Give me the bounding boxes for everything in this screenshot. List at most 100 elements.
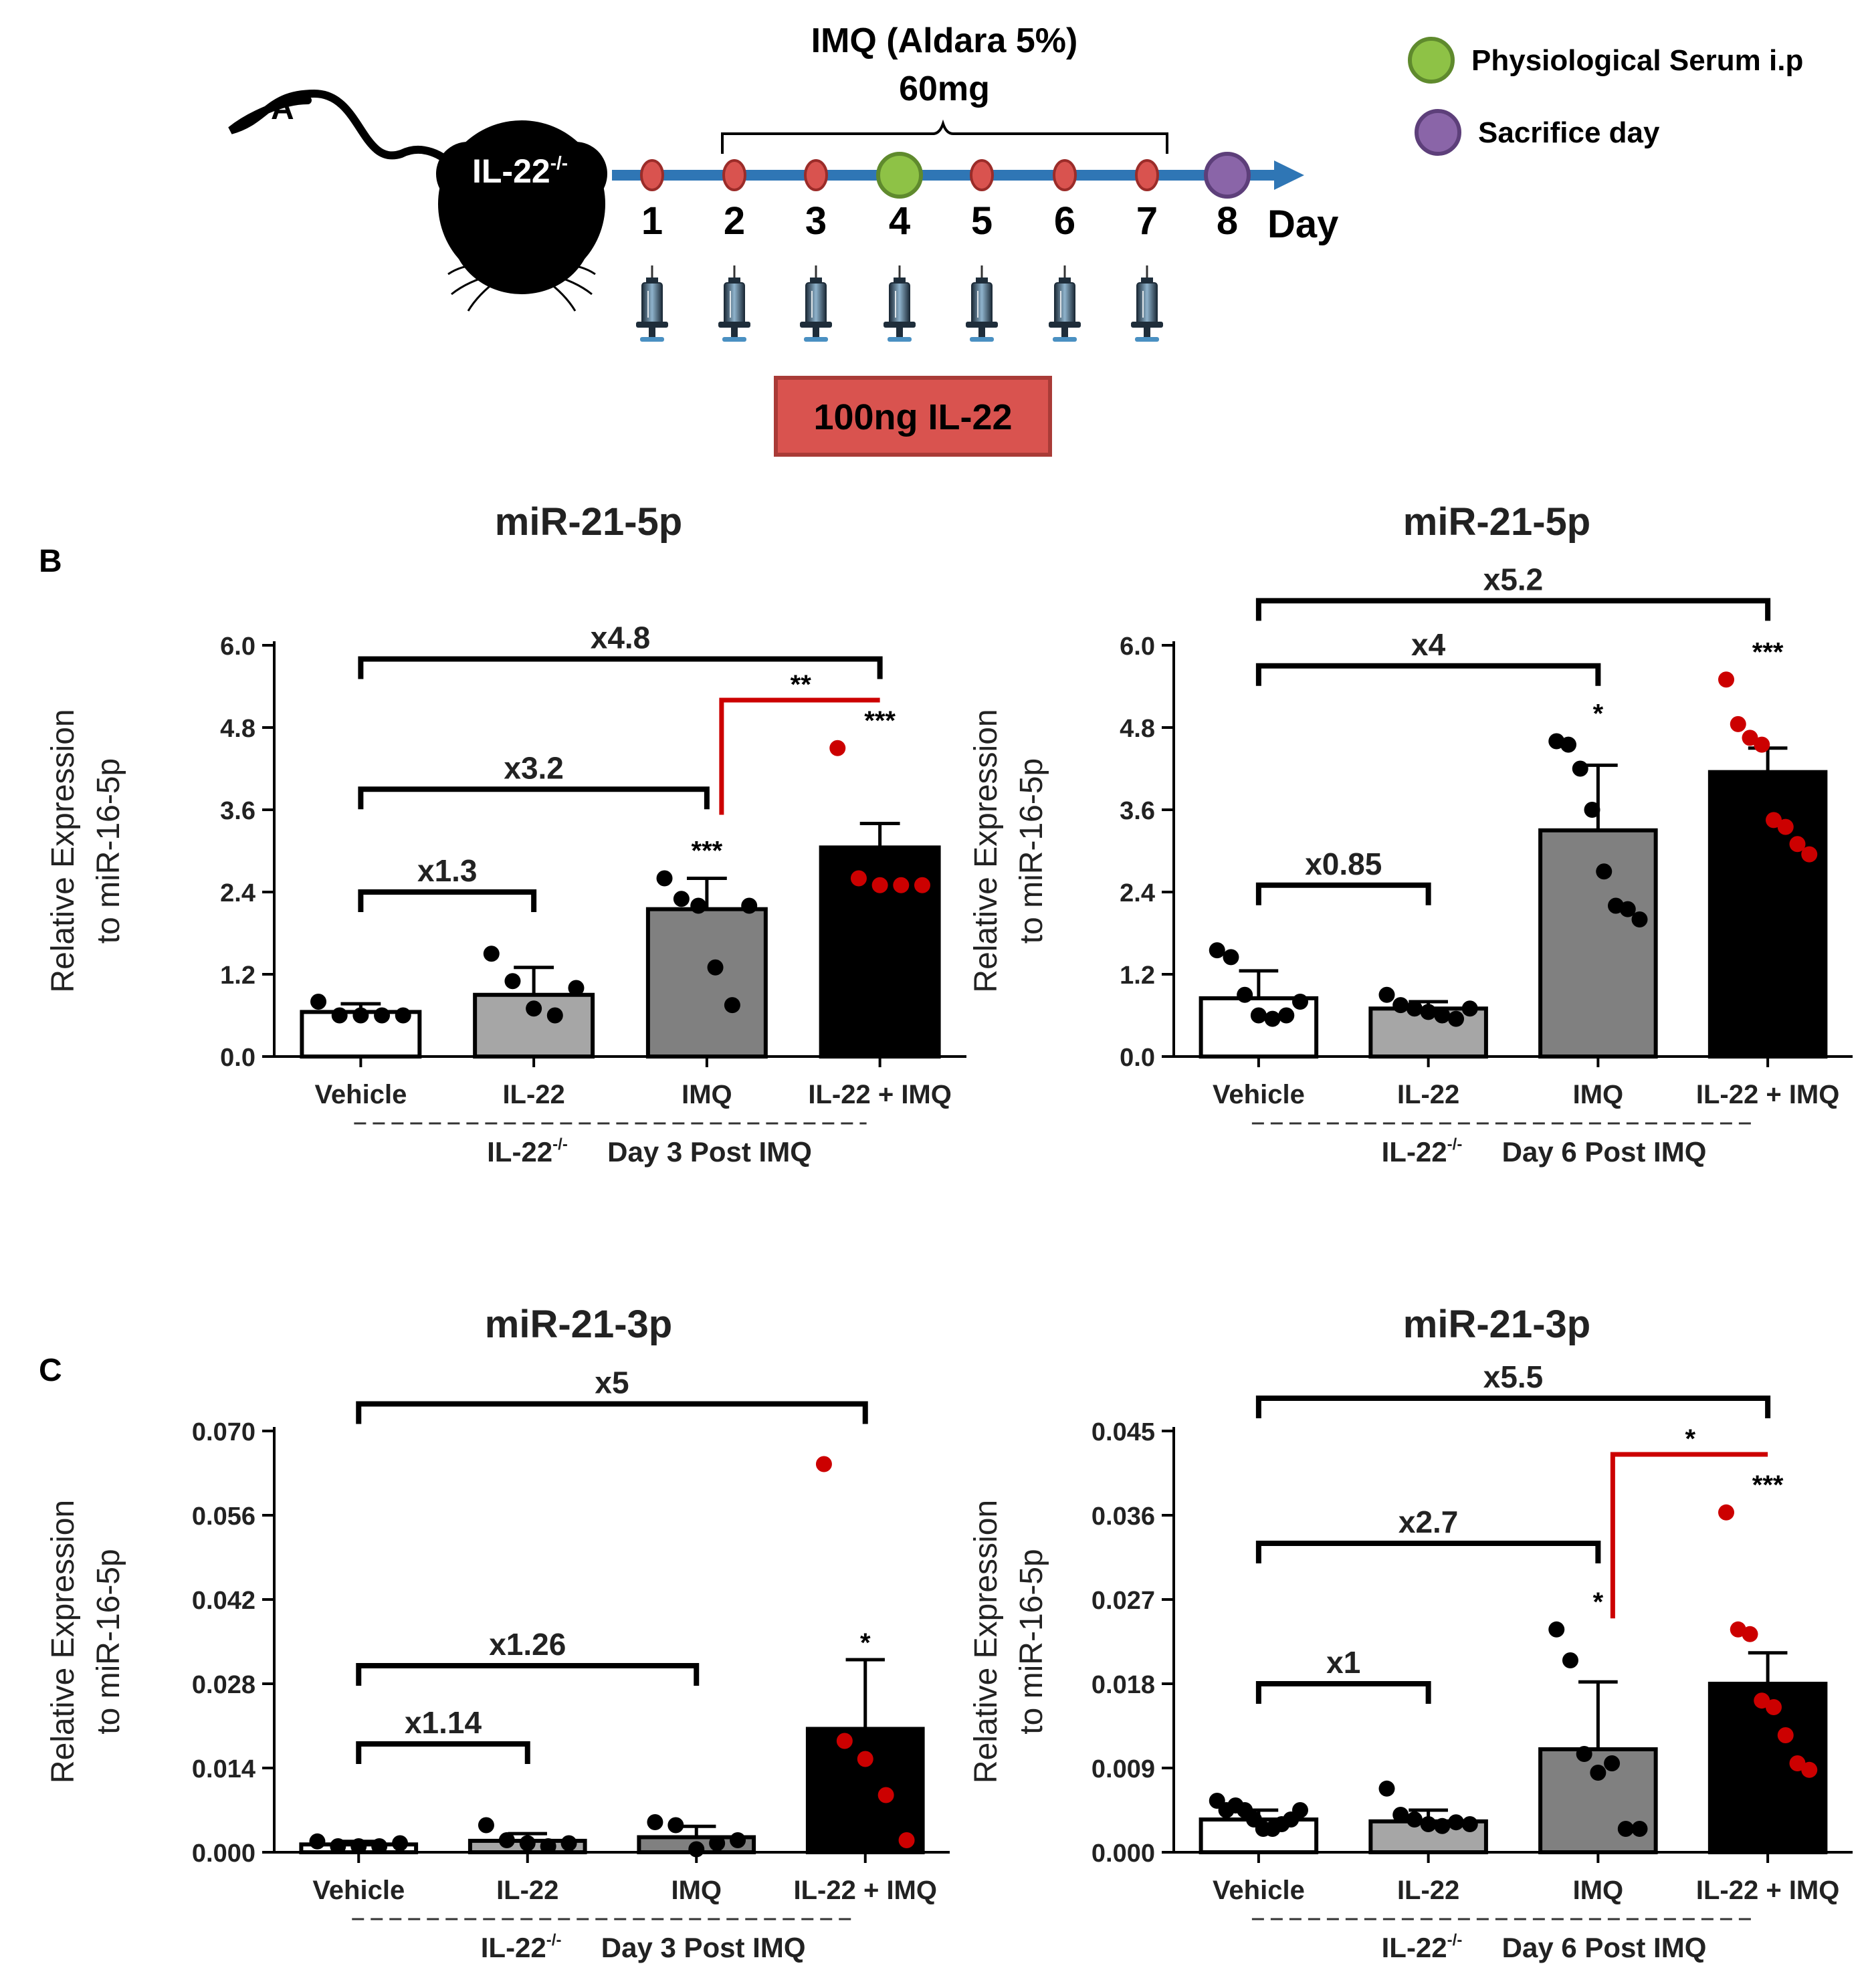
data-point bbox=[1278, 1007, 1295, 1024]
y-tick-label: 3.6 bbox=[220, 797, 255, 825]
data-point bbox=[690, 897, 707, 914]
data-point bbox=[1448, 1814, 1465, 1831]
data-point bbox=[724, 997, 740, 1014]
data-point bbox=[1291, 994, 1308, 1010]
syringes bbox=[635, 264, 1164, 343]
comparison-bracket bbox=[1255, 1681, 1431, 1704]
chart-title: miR-21-3p bbox=[1403, 1303, 1590, 1346]
data-point bbox=[1223, 949, 1239, 966]
bar-il-22-imq bbox=[805, 1727, 925, 1854]
mouse-icon: IL-22-/- bbox=[228, 89, 607, 312]
significance-stars: * bbox=[1593, 699, 1604, 729]
x-tick-label: IL-22 + IMQ bbox=[808, 1080, 952, 1109]
data-point bbox=[1631, 1821, 1648, 1837]
data-point bbox=[1718, 1504, 1735, 1521]
significance-stars: *** bbox=[692, 837, 723, 866]
data-point bbox=[741, 897, 758, 914]
x-tick-label: IMQ bbox=[1573, 1080, 1624, 1109]
data-point bbox=[815, 1456, 832, 1472]
significance-stars: * bbox=[1593, 1587, 1604, 1617]
data-point bbox=[647, 1814, 663, 1830]
day-labels: 1 2 3 4 5 6 7 8 bbox=[641, 199, 1238, 243]
comparison-bracket bbox=[356, 1741, 530, 1764]
significance-stars: * bbox=[860, 1628, 871, 1658]
data-point bbox=[1742, 1626, 1758, 1642]
data-point bbox=[1560, 736, 1577, 753]
data-point bbox=[656, 870, 673, 887]
footer-strain-label: IL-22-/- bbox=[487, 1135, 568, 1168]
y-tick-label: 0.0 bbox=[220, 1044, 255, 1072]
fold-change-label: x0.85 bbox=[1305, 847, 1382, 881]
syringe-icon bbox=[964, 264, 999, 343]
comparison-bracket bbox=[1255, 1541, 1601, 1563]
y-axis-label: Relative Expression to miR-16-5p bbox=[45, 709, 126, 992]
fold-change-label: x4 bbox=[1411, 627, 1446, 662]
day-number-3: 3 bbox=[805, 199, 827, 243]
syringe-icon bbox=[882, 264, 917, 343]
syringe-icon bbox=[1130, 264, 1164, 343]
day-number-6: 6 bbox=[1054, 199, 1075, 243]
data-point bbox=[1801, 846, 1818, 863]
comparison-bracket bbox=[358, 786, 710, 810]
comparison-bracket bbox=[1255, 598, 1771, 621]
data-point bbox=[568, 980, 585, 996]
timeline-dots bbox=[640, 152, 1251, 199]
timeline-arrowhead bbox=[1274, 160, 1304, 190]
data-point bbox=[526, 1000, 542, 1017]
data-point bbox=[1576, 1746, 1592, 1762]
imq-brace bbox=[721, 119, 1168, 154]
chart-mir21-5p-day3: miR-21-5p Relative Expression to miR-16-5p… bbox=[45, 500, 966, 1168]
red-bracket-stars: ** bbox=[791, 670, 812, 699]
legend-sacrifice-icon bbox=[1415, 109, 1461, 156]
y-tick-label: 0.042 bbox=[192, 1587, 255, 1615]
y-tick-label: 1.2 bbox=[1120, 962, 1155, 990]
data-point bbox=[857, 1751, 873, 1767]
data-point bbox=[560, 1835, 577, 1852]
footer-day-label: Day 3 Post IMQ bbox=[607, 1136, 812, 1168]
data-point bbox=[1777, 818, 1794, 835]
data-point bbox=[1420, 1004, 1437, 1020]
imq-marker-day-1 bbox=[640, 159, 664, 191]
significance-stars: *** bbox=[1752, 637, 1784, 667]
data-point bbox=[1742, 730, 1758, 746]
imq-label: IMQ (Aldara 5%) bbox=[811, 21, 1078, 60]
data-point bbox=[352, 1007, 369, 1024]
y-axis-label: Relative Expression to miR-16-5p bbox=[45, 1500, 126, 1783]
x-tick-label: Vehicle bbox=[312, 1876, 405, 1905]
data-point bbox=[478, 1817, 494, 1834]
comparison-bracket bbox=[358, 656, 883, 679]
y-axis-label-line-2: to miR-16-5p bbox=[91, 1549, 126, 1734]
chart-title: miR-21-5p bbox=[495, 500, 682, 544]
bar-imq bbox=[645, 907, 768, 1059]
data-point bbox=[1617, 1821, 1634, 1837]
footer-day-label: Day 6 Post IMQ bbox=[1502, 1136, 1707, 1168]
data-point bbox=[1406, 1811, 1423, 1828]
sacrifice-marker-day-8 bbox=[1204, 152, 1251, 199]
data-point bbox=[1378, 986, 1395, 1003]
syringe-icon bbox=[799, 264, 833, 343]
y-tick-label: 0.070 bbox=[192, 1418, 255, 1446]
x-tick-label: IL-22 + IMQ bbox=[794, 1876, 938, 1905]
footer-strain-label: IL-22-/- bbox=[1382, 1931, 1463, 1963]
fold-change-label: x1.3 bbox=[417, 853, 478, 888]
chart-title: miR-21-3p bbox=[485, 1303, 672, 1346]
syringe-icon bbox=[717, 264, 752, 343]
syringe-icon bbox=[635, 264, 669, 343]
data-point bbox=[850, 870, 867, 887]
red-comparison-bracket bbox=[719, 697, 880, 815]
data-point bbox=[1378, 1780, 1395, 1797]
data-point bbox=[546, 1007, 563, 1024]
y-tick-label: 6.0 bbox=[1120, 633, 1155, 661]
y-axis-label-line-2: to miR-16-5p bbox=[1014, 1549, 1049, 1734]
legend-sacrifice-label: Sacrifice day bbox=[1478, 116, 1660, 149]
comparison-bracket bbox=[1255, 1396, 1771, 1418]
y-tick-label: 2.4 bbox=[220, 879, 255, 907]
footer-strain-sup: -/- bbox=[546, 1931, 562, 1949]
y-tick-label: 0.018 bbox=[1092, 1671, 1155, 1699]
panel-a: A IL-22-/- IMQ (Aldara 5%) bbox=[228, 21, 1803, 457]
il22-dose-label: 100ng IL-22 bbox=[813, 397, 1012, 437]
x-tick-label: IMQ bbox=[682, 1080, 732, 1109]
data-point bbox=[1596, 863, 1613, 880]
y-axis-label: Relative Expression to miR-16-5p bbox=[968, 709, 1049, 992]
x-tick-label: Vehicle bbox=[1213, 1876, 1305, 1905]
